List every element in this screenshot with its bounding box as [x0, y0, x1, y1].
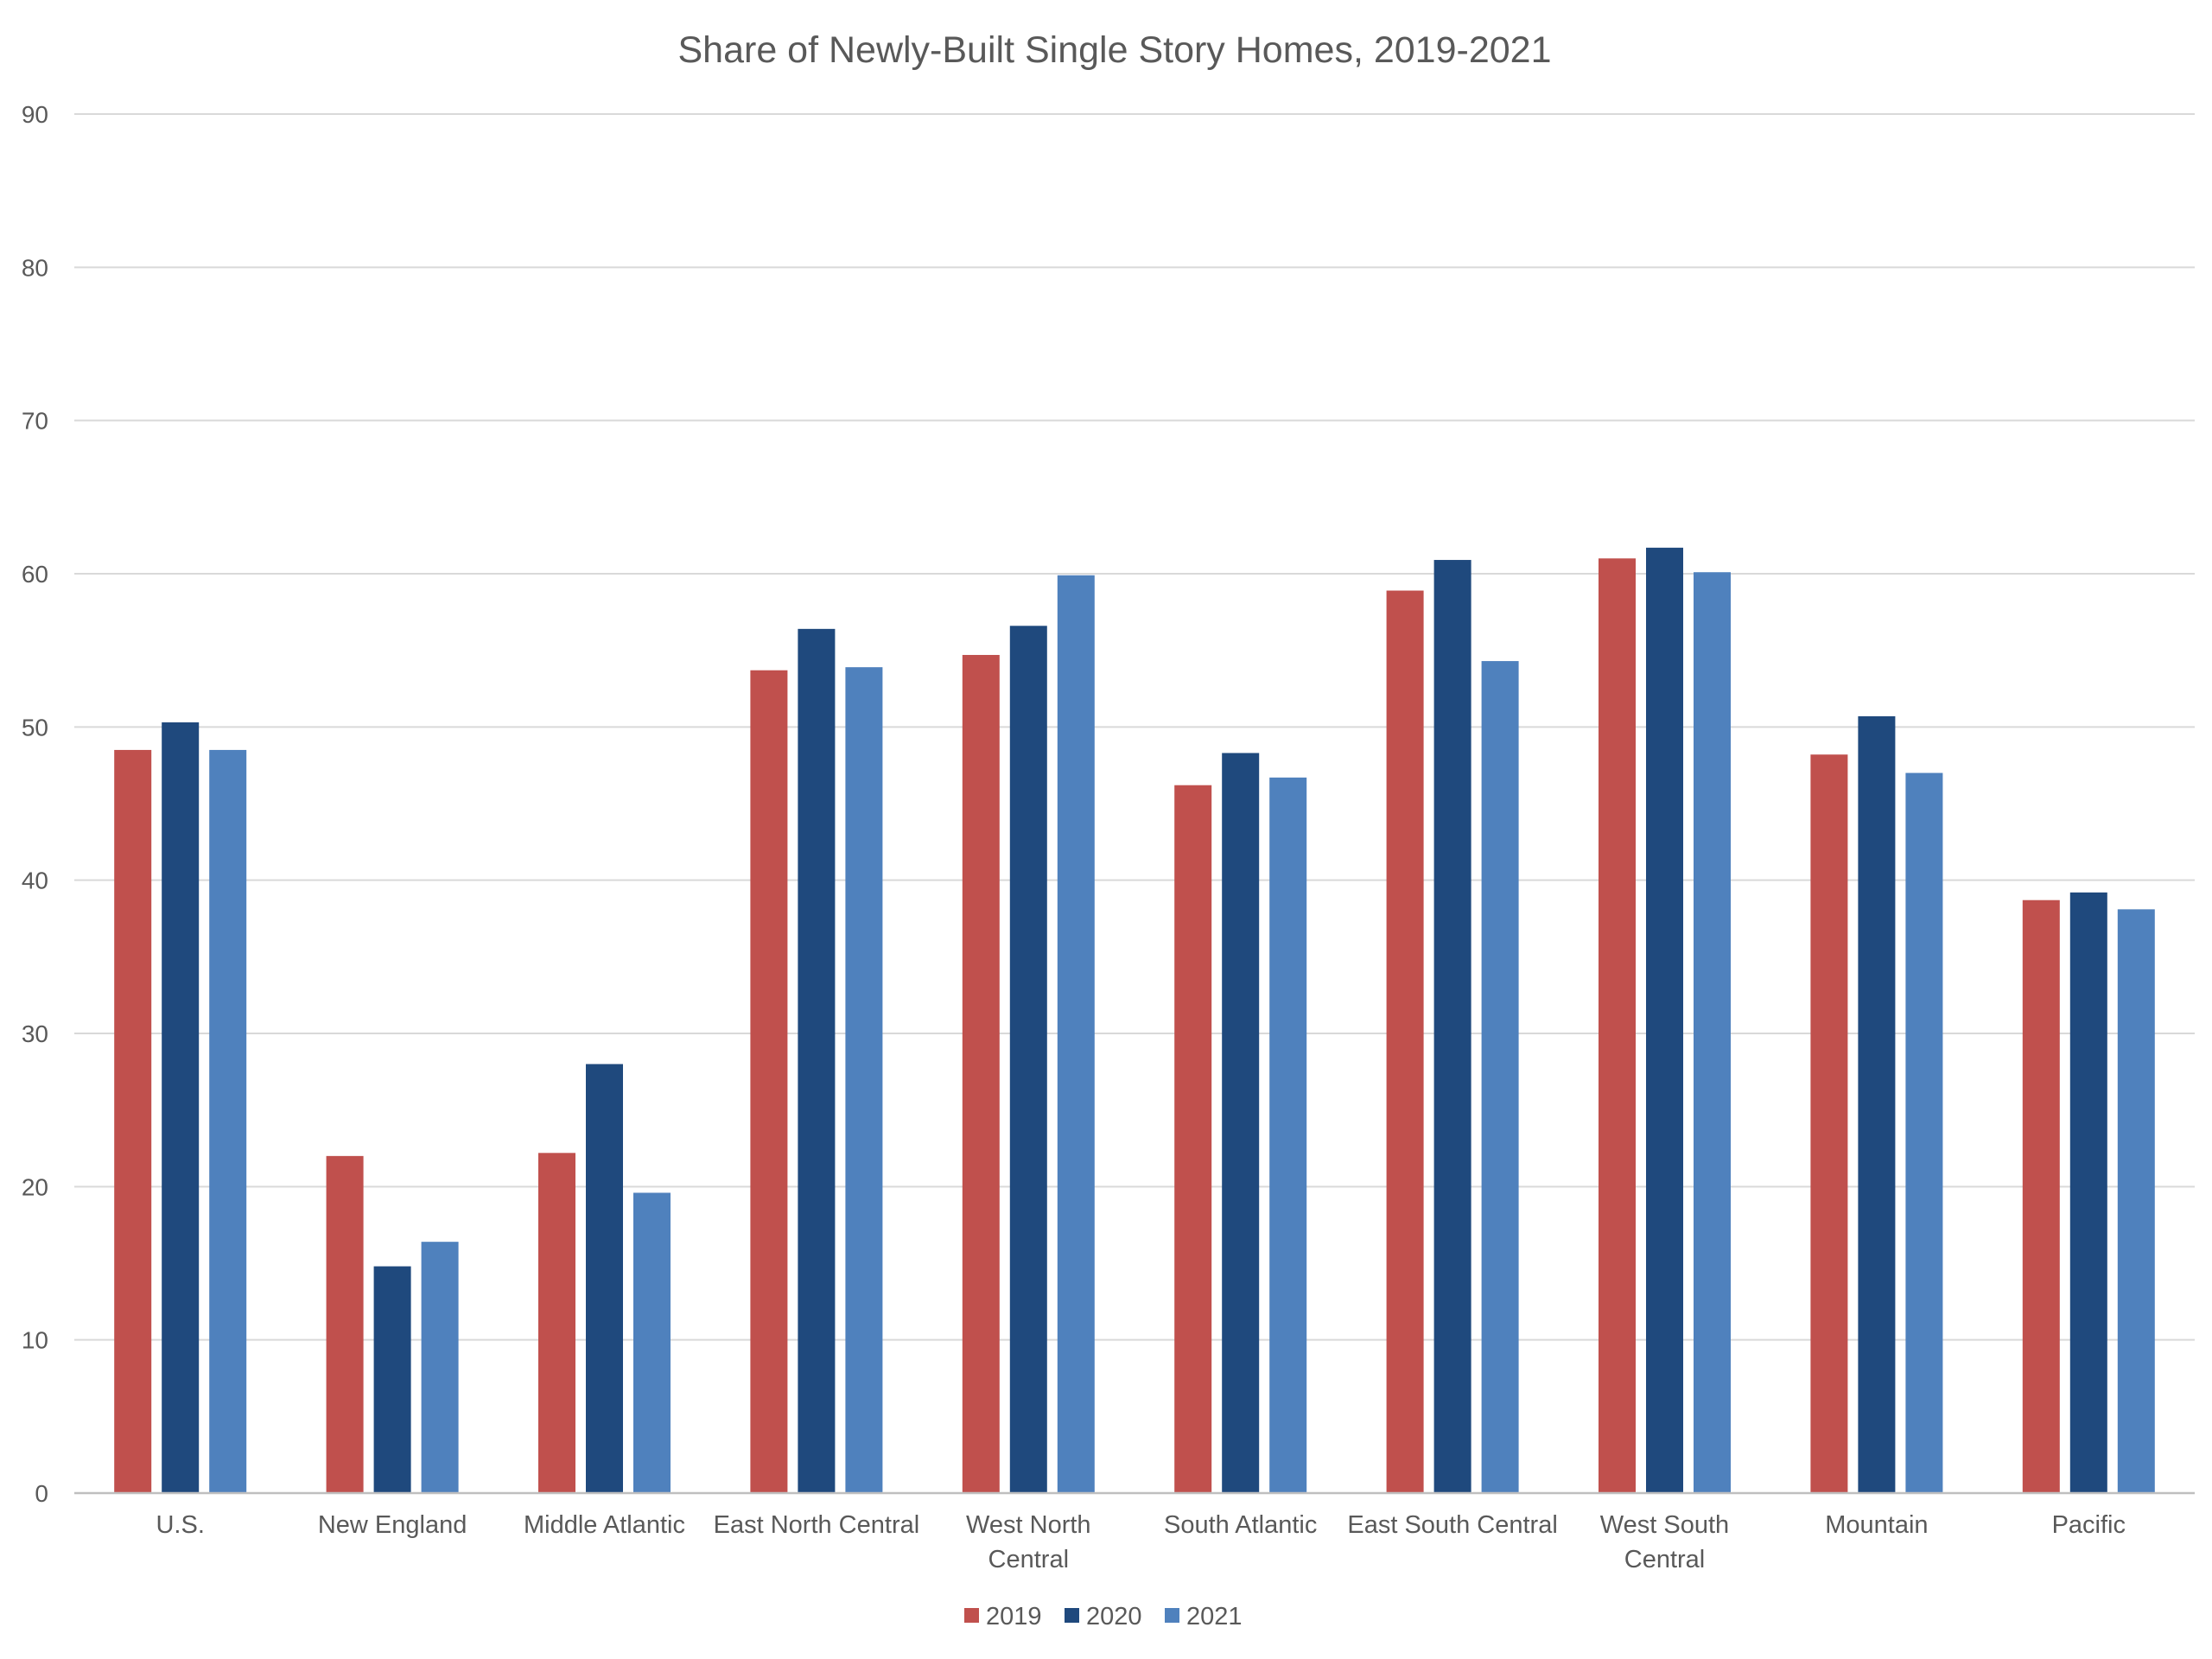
chart-title: Share of Newly-Built Single Story Homes,… — [677, 29, 1551, 71]
bar-2020 — [2069, 892, 2107, 1493]
bar-2021 — [2117, 909, 2155, 1493]
legend: 2019 2020 2021 — [964, 1603, 1243, 1630]
bar-2020 — [1433, 560, 1471, 1493]
bar-2021 — [421, 1242, 459, 1493]
x-category-label: West North — [966, 1511, 1091, 1539]
bar-2019 — [2022, 899, 2060, 1493]
legend-label: 2021 — [1186, 1603, 1243, 1630]
bar-2019 — [114, 749, 152, 1493]
x-category-label: Pacific — [2052, 1511, 2126, 1539]
bar-2020 — [1009, 626, 1047, 1493]
bar-2020 — [1646, 547, 1683, 1494]
y-tick-label: 20 — [22, 1173, 48, 1200]
x-category-label: Central — [988, 1546, 1070, 1573]
bar-2021 — [1057, 575, 1095, 1493]
y-tick-label: 70 — [22, 408, 48, 435]
bar-2020 — [798, 628, 836, 1493]
bar-2020 — [162, 722, 200, 1493]
bars — [114, 547, 2155, 1494]
bar-2019 — [538, 1153, 575, 1493]
bar-2021 — [209, 749, 247, 1493]
bar-2020 — [586, 1064, 623, 1493]
x-category-label: East North Central — [714, 1511, 920, 1539]
x-category-label: Central — [1624, 1546, 1706, 1573]
bar-2019 — [326, 1155, 364, 1493]
bar-2020 — [1858, 715, 1896, 1493]
bar-2020 — [1222, 753, 1260, 1493]
bar-2021 — [633, 1192, 671, 1493]
bar-2021 — [1269, 777, 1307, 1493]
x-category-label: Middle Atlantic — [524, 1511, 685, 1539]
x-category-label: East South Central — [1347, 1511, 1557, 1539]
y-tick-label: 60 — [22, 561, 48, 588]
x-axis-categories: U.S. New England Middle Atlantic East North… — [156, 1511, 2126, 1573]
bar-2019 — [1599, 558, 1636, 1494]
x-category-label: New England — [318, 1511, 467, 1539]
bar-2019 — [1174, 785, 1212, 1493]
y-tick-label: 40 — [22, 868, 48, 894]
y-tick-label: 80 — [22, 254, 48, 281]
gridlines — [74, 113, 2195, 1341]
bar-2019 — [962, 654, 1000, 1493]
y-tick-label: 10 — [22, 1327, 48, 1354]
x-category-label: West South — [1600, 1511, 1729, 1539]
y-tick-label: 50 — [22, 714, 48, 741]
bar-2021 — [1481, 661, 1519, 1493]
x-category-label: Mountain — [1825, 1511, 1928, 1539]
bar-2020 — [373, 1266, 411, 1493]
bar-2019 — [750, 670, 788, 1493]
legend-swatch-2020 — [1065, 1608, 1079, 1623]
legend-swatch-2021 — [1165, 1608, 1179, 1623]
x-category-label: U.S. — [156, 1511, 204, 1539]
y-tick-label: 30 — [22, 1020, 48, 1047]
y-tick-label: 0 — [35, 1480, 48, 1507]
bar-2019 — [1386, 590, 1424, 1494]
bar-2021 — [845, 667, 883, 1493]
legend-label: 2020 — [1086, 1603, 1142, 1630]
y-tick-label: 90 — [22, 101, 48, 128]
bar-2019 — [1810, 754, 1848, 1493]
legend-label: 2019 — [986, 1603, 1042, 1630]
x-category-label: South Atlantic — [1164, 1511, 1317, 1539]
bar-2021 — [1905, 772, 1943, 1493]
y-axis-ticks: 0 10 20 30 40 50 60 70 80 90 — [22, 101, 48, 1507]
bar-2021 — [1694, 572, 1731, 1493]
legend-swatch-2019 — [964, 1608, 979, 1623]
